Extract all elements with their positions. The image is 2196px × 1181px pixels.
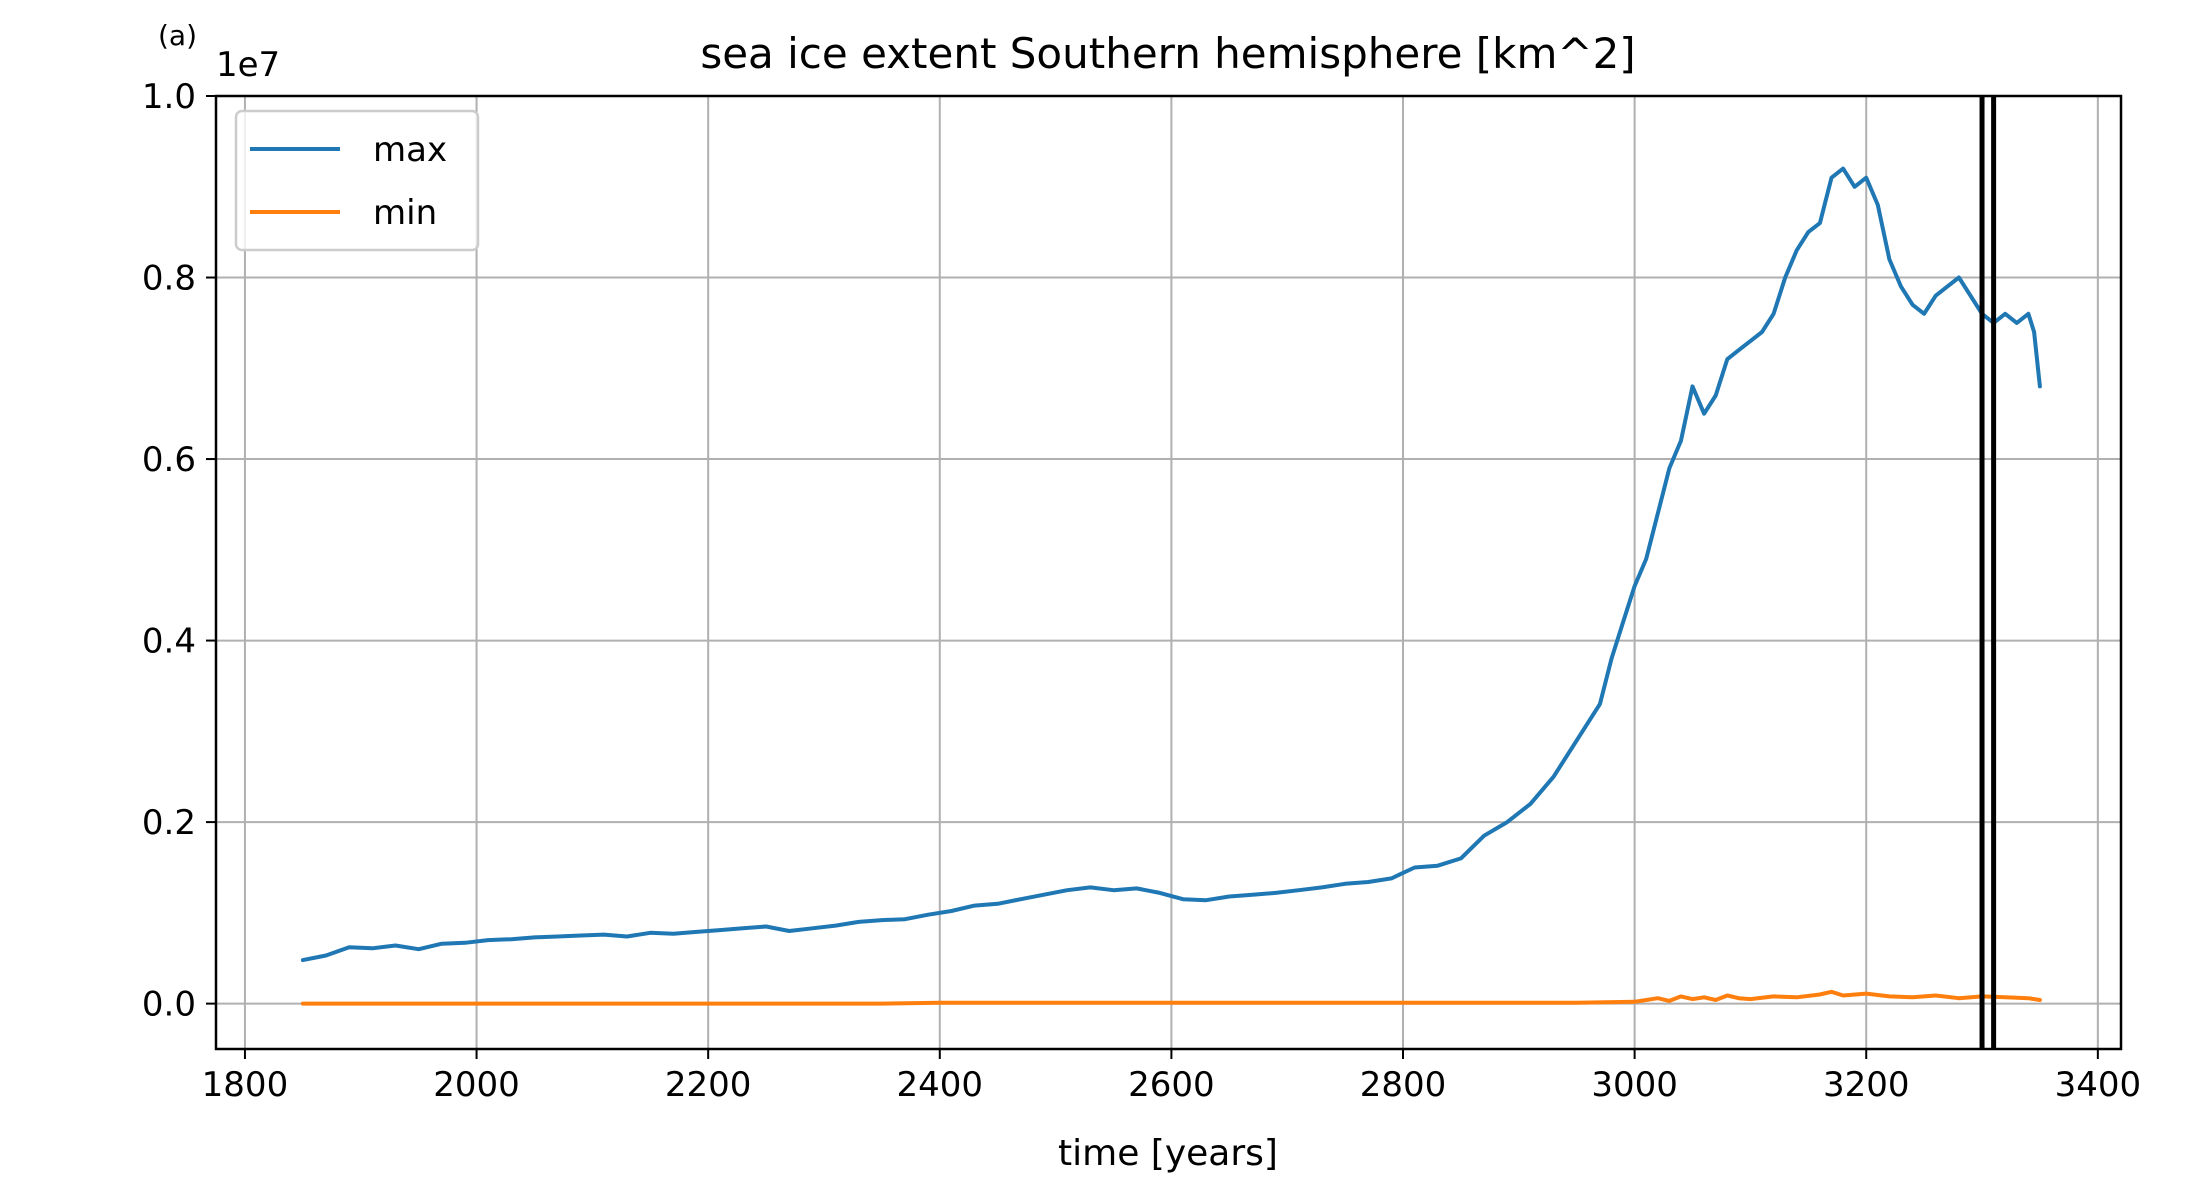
- y-tick-label: 0.2: [142, 803, 196, 843]
- x-tick-label: 3400: [2055, 1065, 2142, 1105]
- x-tick-label: 3200: [1823, 1065, 1910, 1105]
- legend-label-max: max: [373, 130, 447, 170]
- x-axis-label: time [years]: [1058, 1133, 1278, 1174]
- series-line-max: [300, 166, 2042, 963]
- panel-label: (a): [158, 19, 197, 52]
- x-tick-label: 2400: [897, 1065, 984, 1105]
- legend-label-min: min: [373, 193, 437, 233]
- x-tick-label: 2200: [665, 1065, 752, 1105]
- series-line-min: [300, 989, 2042, 1006]
- y-tick-label: 0.0: [142, 985, 196, 1025]
- chart-title: sea ice extent Southern hemisphere [km^2…: [700, 29, 1635, 78]
- grid: [216, 95, 2121, 1049]
- axis-ticks: 1800 2000 2200 2400 2600 2800 3000 3200 3400 0.0 0…: [142, 77, 2141, 1105]
- y-tick-label: 0.6: [142, 440, 196, 480]
- y-tick-label: 0.4: [142, 622, 196, 662]
- legend-box: [234, 109, 480, 252]
- axes-frame: [214, 94, 2123, 1051]
- y-tick-label: 1.0: [142, 77, 196, 117]
- x-tick-label: 2600: [1128, 1065, 1215, 1105]
- legend: max min: [234, 109, 480, 252]
- y-axis-offset-label: 1e7: [216, 45, 280, 85]
- plot-area: [300, 96, 2042, 1049]
- y-tick-label: 0.8: [142, 259, 196, 299]
- x-tick-label: 2000: [433, 1065, 520, 1105]
- x-tick-label: 1800: [202, 1065, 289, 1105]
- x-tick-label: 3000: [1591, 1065, 1678, 1105]
- x-tick-label: 2800: [1360, 1065, 1447, 1105]
